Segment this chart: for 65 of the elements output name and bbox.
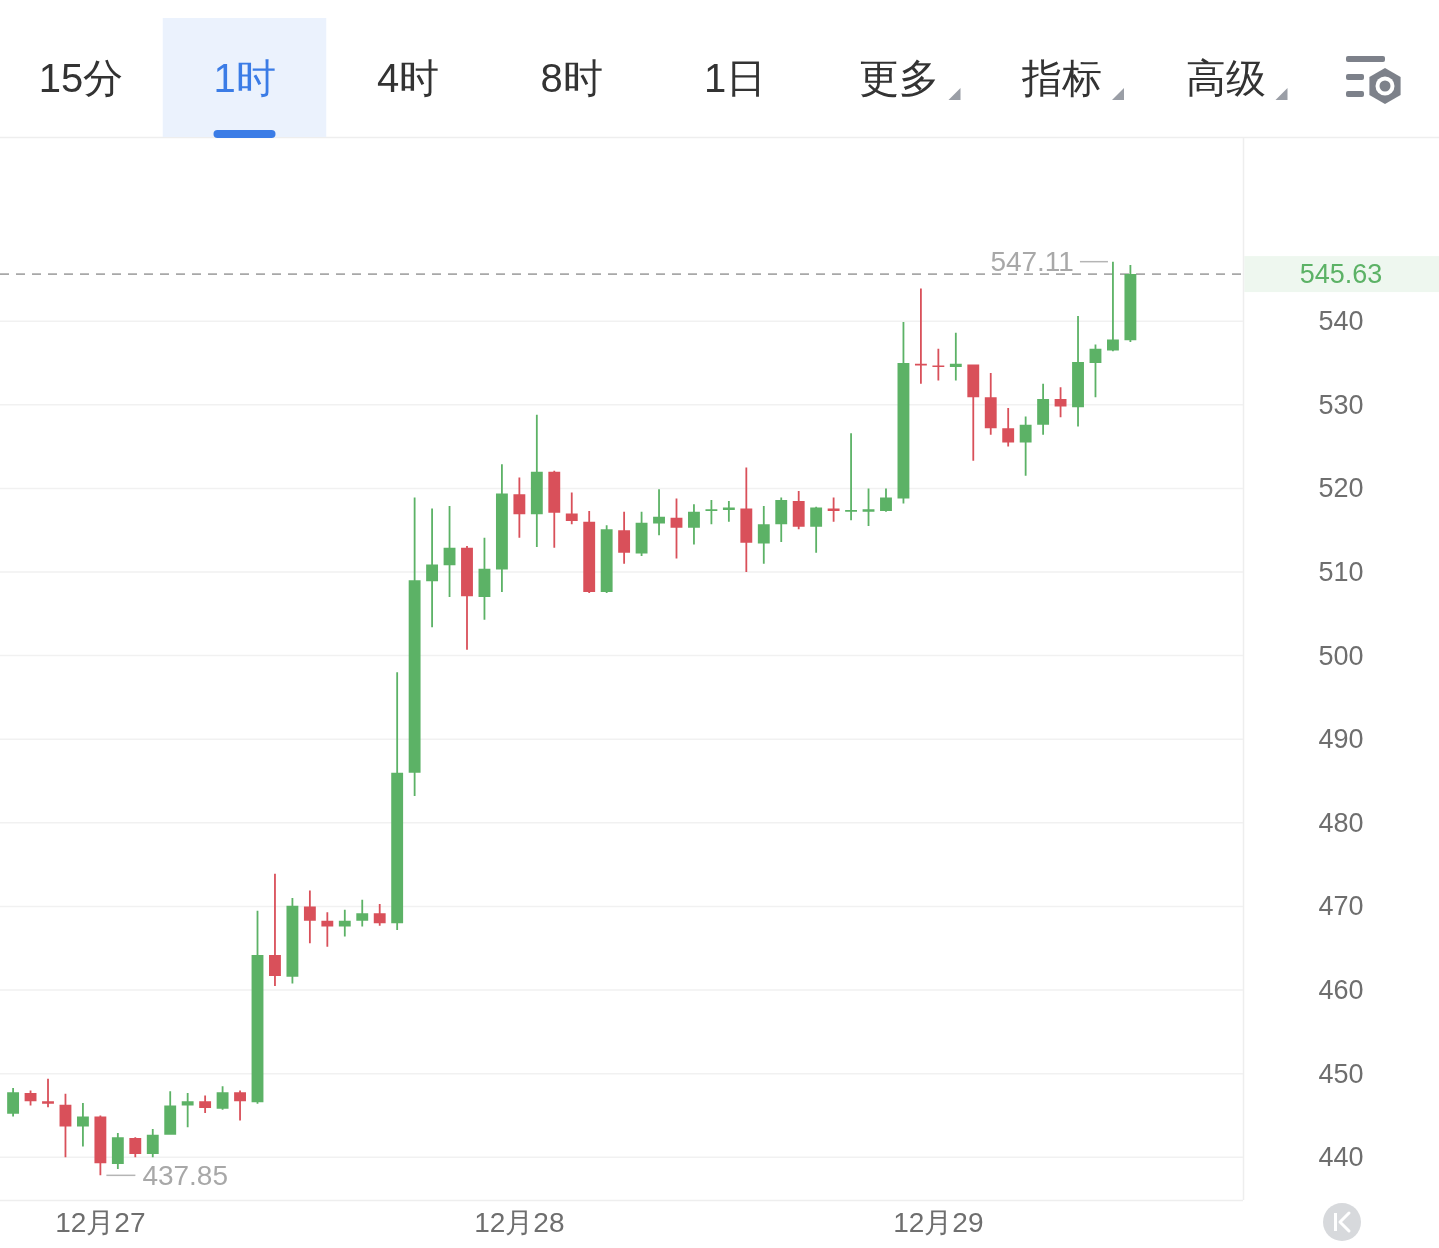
candlestick: [757, 505, 770, 564]
candlestick: [967, 364, 980, 461]
candlestick: [1019, 416, 1032, 476]
x-tick-label: 12月27: [55, 1206, 146, 1238]
candlestick: [391, 672, 404, 930]
text: 更多: [858, 56, 939, 100]
annotation: 547.11: [990, 246, 1074, 278]
y-tick-label: 440: [1318, 1142, 1364, 1173]
y-tick-label: 480: [1318, 807, 1364, 838]
candlestick: [530, 414, 543, 547]
candlestick: [234, 1090, 246, 1121]
candlestick: [461, 546, 473, 650]
x-tick-label: 12月29: [893, 1206, 984, 1238]
y-tick-label: 530: [1318, 389, 1364, 420]
y-tick-label: 500: [1318, 640, 1364, 671]
annotation: 437.85: [142, 1159, 229, 1191]
candlestick: [845, 433, 858, 521]
text: 1时: [213, 56, 276, 100]
candlestick: [688, 504, 700, 545]
candlestick: [303, 890, 316, 944]
candlestick: [1072, 316, 1084, 427]
ref-line-label: 545.63: [1299, 259, 1383, 290]
text: 15分: [38, 56, 124, 100]
candlestick: [111, 1133, 124, 1170]
candlestick: [76, 1103, 89, 1147]
candlestick: [827, 497, 840, 522]
y-tick-label: 510: [1318, 557, 1364, 587]
candlestick: [373, 903, 386, 926]
candlestick: [565, 492, 578, 525]
text: 8时: [540, 56, 603, 100]
candlestick: [810, 506, 823, 553]
candlestick: [338, 909, 351, 937]
candlestick: [356, 899, 369, 927]
candlestick: [269, 873, 281, 986]
y-tick-label: 520: [1318, 473, 1364, 504]
candlestick: [426, 508, 439, 628]
candlestick: [653, 489, 665, 536]
text: 指标: [1021, 56, 1102, 100]
y-tick-label: 540: [1318, 306, 1364, 337]
candlestick: [495, 464, 508, 593]
candlestick: [914, 288, 927, 384]
candlestick: [181, 1092, 194, 1128]
y-tick-label: 490: [1318, 724, 1364, 755]
candlestick: [618, 511, 631, 564]
candlestick: [722, 500, 735, 522]
candlestick: [1002, 408, 1015, 447]
text: 4时: [376, 56, 440, 100]
candlestick: [984, 372, 997, 435]
y-tick-label: 460: [1318, 975, 1364, 1006]
candlestick: [42, 1078, 54, 1108]
candlestick: [548, 470, 561, 548]
candlestick: [740, 467, 753, 572]
candlestick: [949, 332, 962, 381]
x-tick-label: 12月28: [474, 1206, 565, 1238]
candlestick: [199, 1095, 212, 1114]
candlestick: [1107, 261, 1119, 352]
candlestick: [932, 348, 945, 381]
candlestick: [321, 912, 334, 947]
y-tick-label: 450: [1318, 1058, 1364, 1089]
candlestick: [513, 477, 526, 538]
candlestick: [408, 497, 421, 797]
candlestick: [1037, 383, 1050, 435]
text: 1日: [703, 56, 767, 100]
y-tick-label: 470: [1318, 891, 1364, 922]
text: 高级: [1185, 56, 1266, 100]
